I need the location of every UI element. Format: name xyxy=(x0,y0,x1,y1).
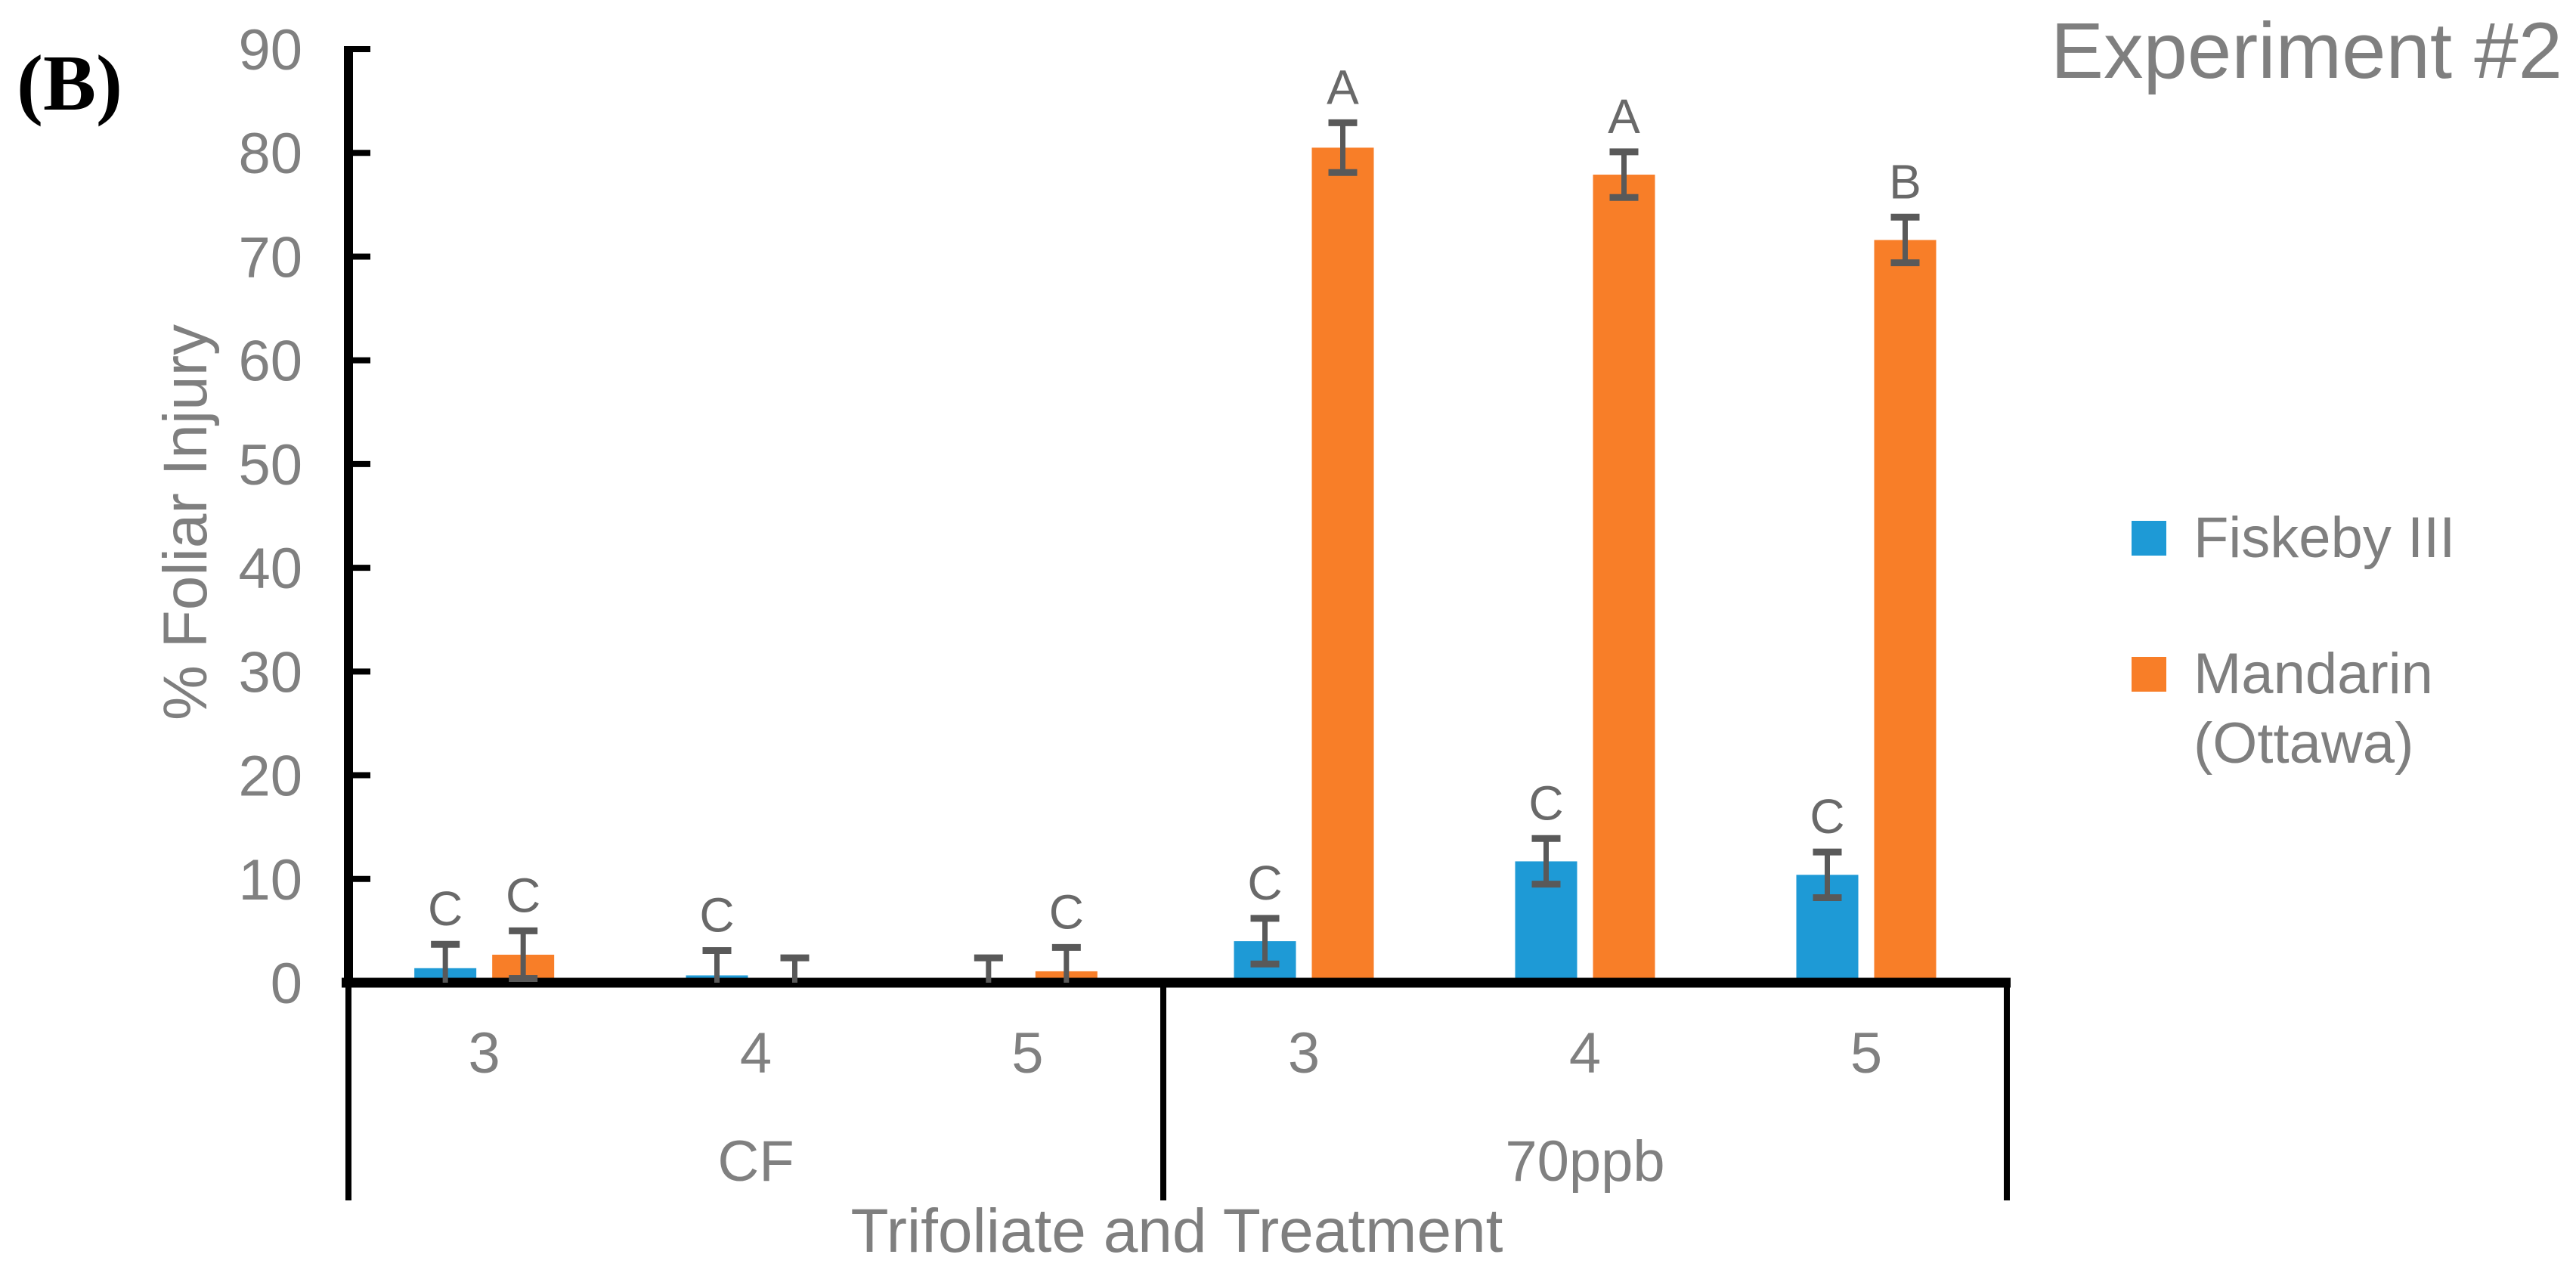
y-tick-label: 10 xyxy=(238,848,302,912)
x-axis-title: Trifoliate and Treatment xyxy=(850,1197,1503,1265)
significance-letter: C xyxy=(1247,856,1282,910)
significance-letter: A xyxy=(1608,89,1640,144)
chart-title: Experiment #2 xyxy=(2050,7,2562,95)
legend-swatch-fiskeby-icon xyxy=(2132,521,2166,556)
bar xyxy=(1593,175,1655,986)
legend: Fiskeby III Mandarin (Ottawa) xyxy=(2132,503,2555,779)
significance-letter: C xyxy=(699,887,734,942)
y-tick-label: 70 xyxy=(238,225,302,290)
y-tick-label: 80 xyxy=(238,122,302,186)
legend-label-mandarin: Mandarin (Ottawa) xyxy=(2194,642,2433,776)
y-tick-label: 60 xyxy=(238,330,302,394)
legend-item-fiskeby: Fiskeby III xyxy=(2132,503,2555,573)
bar xyxy=(1311,147,1374,987)
significance-letter: C xyxy=(1049,884,1084,939)
panel-label: (B) xyxy=(17,39,122,127)
category-label: 5 xyxy=(1850,1021,1882,1086)
significance-letter: C xyxy=(428,881,463,936)
y-tick-label: 0 xyxy=(271,952,302,1016)
legend-label-fiskeby: Fiskeby III xyxy=(2194,506,2456,570)
category-label: 3 xyxy=(1288,1021,1320,1086)
legend-swatch-mandarin-icon xyxy=(2132,657,2166,692)
legend-item-mandarin: Mandarin (Ottawa) xyxy=(2132,640,2555,779)
y-tick-label: 20 xyxy=(238,745,302,809)
significance-letter: C xyxy=(1810,789,1844,844)
y-tick-label: 40 xyxy=(238,537,302,601)
group-label: 70ppb xyxy=(1505,1129,1664,1194)
category-label: 5 xyxy=(1011,1021,1043,1086)
bar xyxy=(1874,240,1937,986)
significance-letter: C xyxy=(1528,776,1563,830)
y-tick-label: 30 xyxy=(238,640,302,705)
category-label: 4 xyxy=(740,1021,772,1086)
y-tick-label: 50 xyxy=(238,433,302,497)
y-tick-label: 90 xyxy=(238,18,302,82)
group-label: CF xyxy=(717,1129,794,1194)
significance-letter: C xyxy=(506,868,540,922)
category-label: 4 xyxy=(1569,1021,1601,1086)
category-label: 3 xyxy=(469,1021,500,1086)
significance-letter: B xyxy=(1889,154,1921,209)
significance-letter: A xyxy=(1327,60,1359,114)
